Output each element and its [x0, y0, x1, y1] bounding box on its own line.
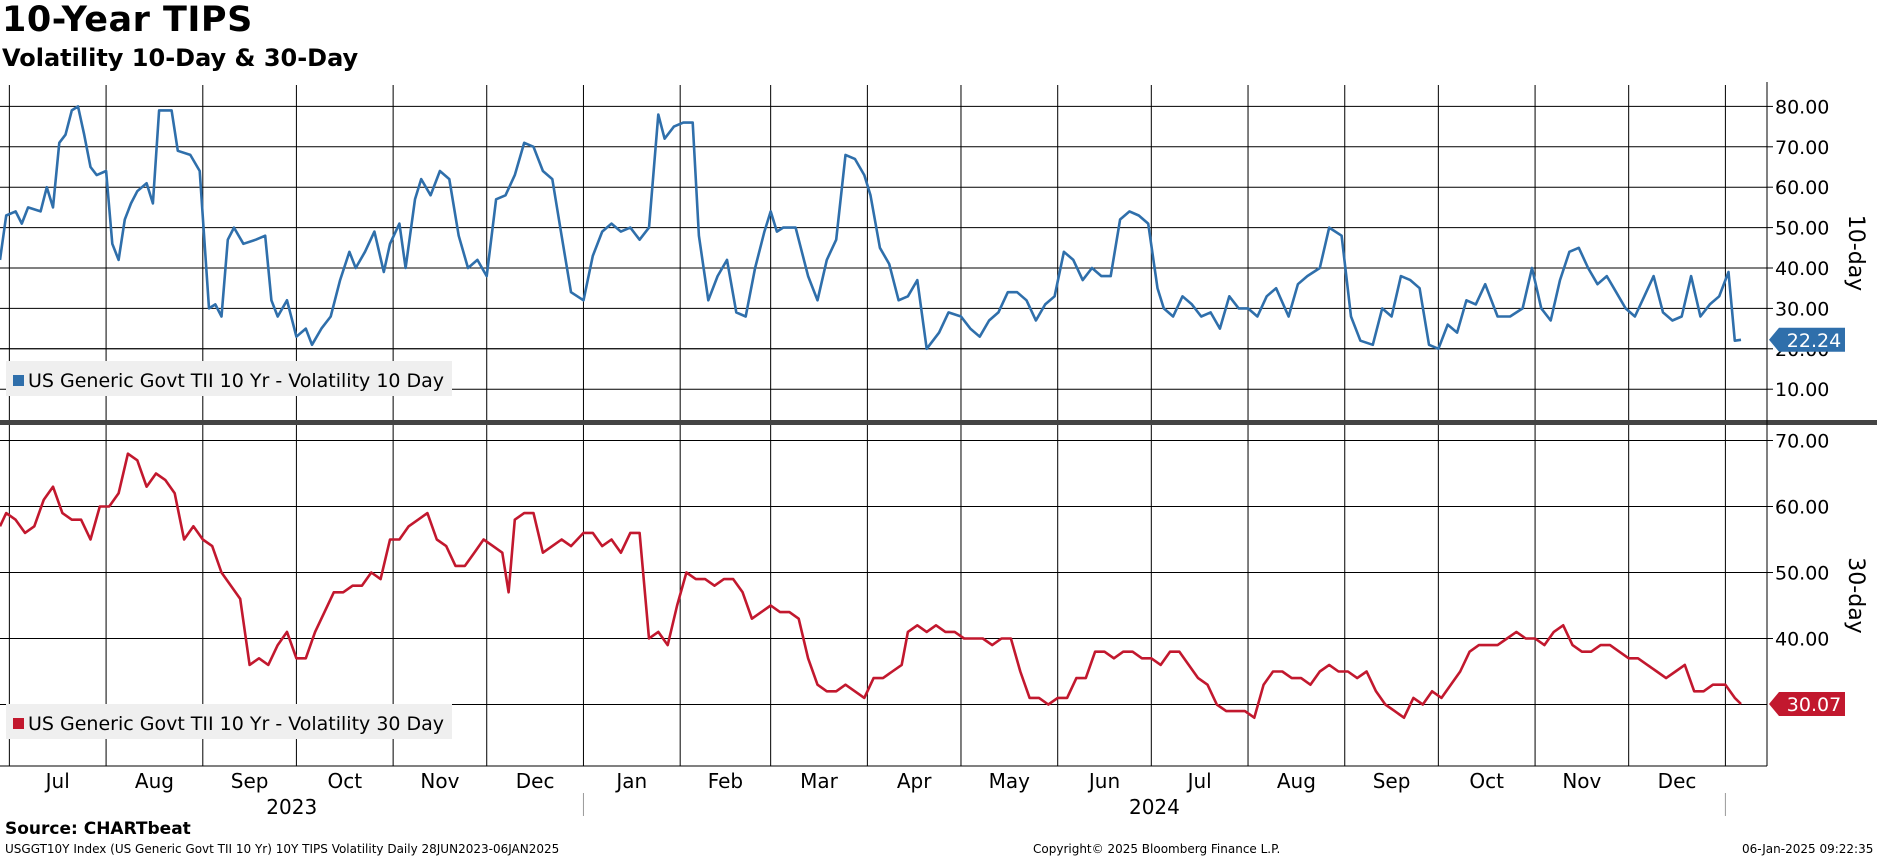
- y-axis-label: 10-day: [1843, 215, 1868, 291]
- y-tick-label: 60.00: [1775, 177, 1829, 199]
- legend-label: US Generic Govt TII 10 Yr - Volatility 3…: [28, 713, 444, 735]
- x-tick-label: Oct: [1469, 769, 1504, 793]
- x-tick-label: Dec: [516, 769, 555, 793]
- x-tick-label: Aug: [1277, 769, 1316, 793]
- y-tick-label: 40.00: [1775, 258, 1829, 280]
- legend-bg: [6, 704, 452, 739]
- x-tick-label: Jul: [44, 769, 70, 793]
- y-axis-label: 30-day: [1843, 557, 1868, 633]
- x-tick-label: Feb: [708, 769, 743, 793]
- ticker-line: USGGT10Y Index (US Generic Govt TII 10 Y…: [5, 842, 560, 856]
- series-line: [0, 105, 1742, 351]
- legend: US Generic Govt TII 10 Yr - Volatility 1…: [6, 361, 452, 396]
- x-tick-label: Apr: [897, 769, 932, 793]
- legend-swatch: [13, 718, 24, 729]
- series-line: [0, 452, 1742, 720]
- legend: US Generic Govt TII 10 Yr - Volatility 3…: [6, 704, 452, 739]
- last-value-badge: 30.07: [1769, 692, 1845, 717]
- page-title: 10-Year TIPS: [2, 0, 253, 40]
- x-tick-label: Dec: [1658, 769, 1697, 793]
- last-value-bg: [1769, 692, 1845, 717]
- x-tick-label: Sep: [1373, 769, 1411, 793]
- x-tick-label: Sep: [231, 769, 269, 793]
- axes: 10.0020.0030.0040.0050.0060.0070.0080.00…: [0, 82, 1877, 819]
- legend-label: US Generic Govt TII 10 Yr - Volatility 1…: [28, 370, 444, 392]
- x-tick-label: Jun: [1087, 769, 1120, 793]
- x-tick-label: Mar: [800, 769, 839, 793]
- x-tick-label: Oct: [327, 769, 362, 793]
- page-subtitle: Volatility 10-Day & 30-Day: [2, 44, 359, 72]
- last-value-badge: 22.24: [1769, 327, 1845, 352]
- legend-bg: [6, 361, 452, 396]
- x-tick-label: Jul: [1186, 769, 1212, 793]
- x-tick-label: Nov: [420, 769, 459, 793]
- y-tick-label: 70.00: [1775, 137, 1829, 159]
- x-tick-label: Nov: [1562, 769, 1601, 793]
- y-tick-label: 50.00: [1775, 218, 1829, 240]
- timestamp: 06-Jan-2025 09:22:35: [1742, 842, 1874, 856]
- y-tick-label: 40.00: [1775, 629, 1829, 651]
- y-tick-label: 80.00: [1775, 96, 1829, 118]
- legend-swatch: [13, 375, 24, 386]
- x-tick-label: Jan: [614, 769, 647, 793]
- y-tick-label: 70.00: [1775, 431, 1829, 453]
- copyright: Copyright© 2025 Bloomberg Finance L.P.: [1033, 842, 1281, 856]
- y-tick-label: 30.00: [1775, 298, 1829, 320]
- last-value-text: 22.24: [1787, 330, 1841, 352]
- y-tick-label: 50.00: [1775, 563, 1829, 585]
- x-tick-label: Aug: [135, 769, 174, 793]
- series-lines: [0, 105, 1742, 720]
- last-value-bg: [1769, 327, 1845, 352]
- legends: US Generic Govt TII 10 Yr - Volatility 1…: [6, 361, 452, 739]
- y-tick-label: 10.00: [1775, 379, 1829, 401]
- last-value-text: 30.07: [1787, 694, 1841, 716]
- source-label: Source: CHARTbeat: [5, 819, 191, 839]
- x-tick-label: May: [989, 769, 1031, 793]
- y-tick-label: 60.00: [1775, 497, 1829, 519]
- year-label: 2024: [1129, 795, 1180, 819]
- panel-separator: [0, 420, 1877, 425]
- year-label: 2023: [266, 795, 317, 819]
